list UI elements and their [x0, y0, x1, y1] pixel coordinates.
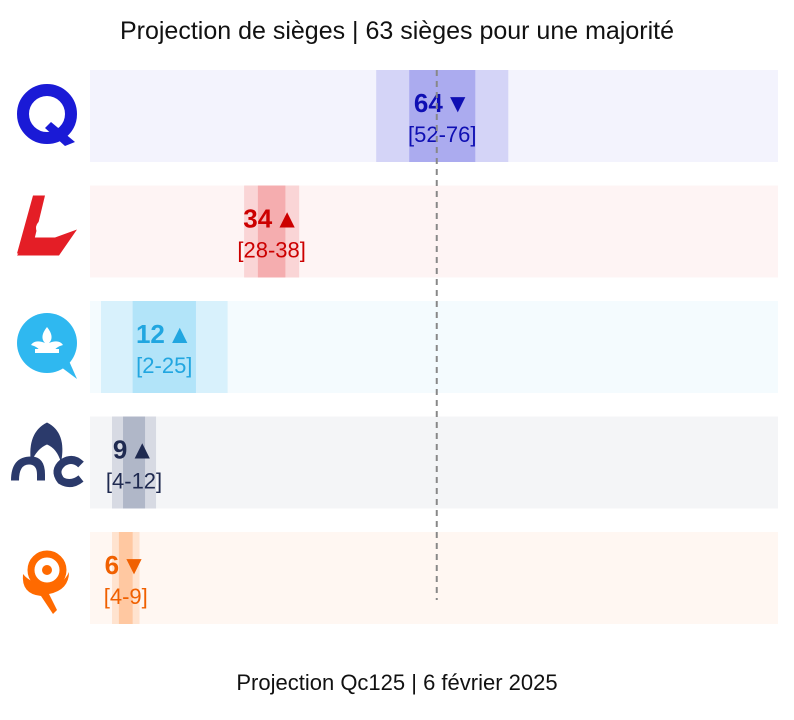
pq-logo-icon: [17, 313, 77, 379]
chart-footer: Projection Qc125 | 6 février 2025: [236, 670, 557, 695]
trend-arrow: ▲: [167, 319, 193, 349]
central-band: [132, 301, 196, 393]
central-band: [409, 70, 476, 162]
row-background: [90, 70, 778, 162]
chart-title: Projection de sièges | 63 sièges pour un…: [120, 17, 674, 45]
seat-range-label: [4-12]: [106, 469, 162, 494]
seat-range-label: [28-38]: [237, 238, 306, 263]
party-row: 12▲ [2-25]: [17, 301, 778, 393]
pcq-logo-icon: [11, 422, 84, 488]
party-row: 34▲ [28-38]: [17, 185, 778, 278]
seat-count-value: 64: [414, 88, 443, 118]
caq-logo-icon: [17, 84, 77, 146]
row-background: [90, 185, 778, 278]
seat-count-value: 6: [105, 550, 119, 580]
row-background: [90, 532, 778, 624]
central-band: [257, 185, 286, 278]
seat-count-value: 9: [113, 435, 127, 465]
trend-arrow: ▼: [445, 88, 471, 118]
range-band: [112, 532, 140, 624]
seat-range-label: [52-76]: [408, 122, 477, 147]
central-band: [118, 532, 133, 624]
seat-range-label: [4-9]: [104, 584, 148, 609]
party-row: 64▼ [52-76]: [17, 70, 778, 162]
range-band: [244, 185, 300, 278]
range-band: [112, 416, 157, 509]
party-row: 9▲ [4-12]: [11, 416, 778, 509]
seat-count-value: 34: [243, 204, 272, 234]
seat-count-label: 12▲: [136, 319, 193, 349]
qs-logo-icon: [22, 550, 69, 614]
trend-arrow: ▲: [274, 204, 300, 234]
seat-count-label: 9▲: [113, 435, 155, 465]
row-background: [90, 416, 778, 509]
seat-count-label: 34▲: [243, 204, 300, 234]
party-row: 6▼ [4-9]: [22, 532, 778, 624]
row-background: [90, 301, 778, 393]
seat-count-label: 64▼: [414, 88, 471, 118]
seat-count-label: 6▼: [105, 550, 147, 580]
central-band: [123, 416, 146, 509]
range-band: [376, 70, 509, 162]
trend-arrow: ▲: [129, 435, 155, 465]
plq-logo-icon: [17, 195, 77, 256]
seat-range-label: [2-25]: [136, 353, 192, 378]
trend-arrow: ▼: [121, 550, 147, 580]
range-band: [101, 301, 228, 393]
seat-count-value: 12: [136, 319, 165, 349]
